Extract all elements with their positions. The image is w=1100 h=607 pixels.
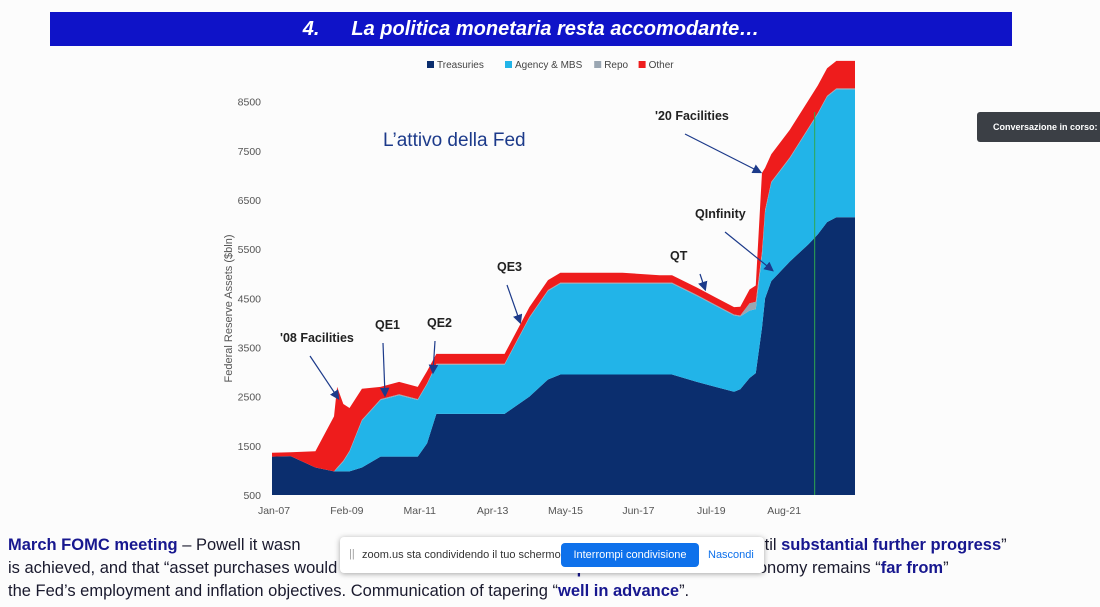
y-tick-label: 5500 (238, 244, 262, 256)
annotation-arrow (506, 284, 523, 325)
legend-swatch (505, 61, 512, 68)
annotation-arrow (379, 342, 390, 398)
series-area-agency-mbs (272, 89, 855, 472)
y-tick-label: 7500 (238, 146, 262, 158)
y-axis-label: Federal Reserve Assets ($bln) (223, 235, 235, 383)
x-tick-label: May-15 (548, 505, 583, 517)
annotation-label: QE2 (427, 316, 452, 330)
legend-swatch (427, 61, 434, 68)
body-emphasis: well in advance (558, 582, 680, 600)
annotation-arrow (309, 355, 340, 400)
body-emphasis: substantial further progress (781, 536, 1002, 554)
y-tick-label: 6500 (238, 195, 262, 207)
annotation-label: QE3 (497, 260, 522, 274)
conversation-indicator[interactable]: Conversazione in corso: (977, 112, 1100, 142)
y-tick-label: 2500 (238, 392, 262, 404)
y-tick-label: 4500 (238, 293, 262, 305)
stop-sharing-button[interactable]: Interrompi condivisione (561, 543, 699, 567)
annotation-label: QE1 (375, 318, 400, 332)
annotation-label: QT (670, 249, 688, 263)
y-tick-label: 8500 (238, 97, 262, 109)
legend-label: Repo (604, 60, 628, 71)
x-tick-label: Feb-09 (330, 505, 363, 517)
legend-label: Treasuries (437, 60, 484, 71)
zoom-share-message: zoom.us sta condividendo il tuo schermo. (362, 549, 564, 561)
legend-label: Agency & MBS (515, 60, 583, 71)
series-area-other (272, 60, 855, 472)
x-tick-label: Aug-21 (767, 505, 801, 517)
annotation-arrow (684, 133, 763, 174)
inner-chart-title: L’attivo della Fed (383, 130, 526, 151)
body-text-segment: ” (943, 559, 949, 577)
body-emphasis: far from (880, 559, 944, 577)
annotation-arrow (698, 273, 708, 292)
x-tick-label: Mar-11 (404, 505, 437, 517)
legend-swatch (638, 61, 646, 68)
x-tick-label: Jun-17 (622, 505, 654, 517)
legend-label: Other (649, 60, 675, 71)
body-text-segment: the Fed’s employment and inflation objec… (8, 582, 558, 600)
hide-button[interactable]: Nascondi (708, 549, 754, 561)
x-tick-label: Jan-07 (258, 505, 290, 517)
slide-number: 4. (302, 18, 320, 40)
annotation-arrow (724, 231, 774, 272)
slide-title: La politica monetaria resta accomodante… (351, 18, 760, 40)
annotation-arrow (428, 340, 439, 375)
drag-handle-icon[interactable]: || (349, 548, 355, 560)
zoom-share-bar[interactable]: || zoom.us sta condividendo il tuo scher… (340, 537, 764, 573)
body-text-segment: ”. (679, 582, 690, 600)
fomc-heading: March FOMC meeting (8, 536, 178, 554)
series-area-treasuries (272, 217, 855, 496)
fed-balance-sheet-chart: 500 1500 2500 3500 4500 5500 6500 7500 8500 Jan-0… (223, 60, 855, 517)
body-text-segment: – Powell it wasn (177, 536, 301, 554)
y-tick-label: 500 (243, 490, 261, 502)
y-tick-label: 1500 (238, 441, 262, 453)
annotation-label: '08 Facilities (280, 331, 354, 345)
annotation-label: QInfinity (695, 207, 746, 221)
annotation-label: '20 Facilities (655, 109, 729, 123)
y-tick-label: 3500 (238, 343, 262, 355)
x-tick-label: Jul-19 (697, 505, 726, 517)
body-text-segment: ” (1001, 536, 1007, 554)
x-tick-label: Apr-13 (477, 505, 509, 517)
legend-swatch (594, 61, 602, 68)
slide-title-banner: 4. La politica monetaria resta accomodant… (50, 12, 1012, 46)
